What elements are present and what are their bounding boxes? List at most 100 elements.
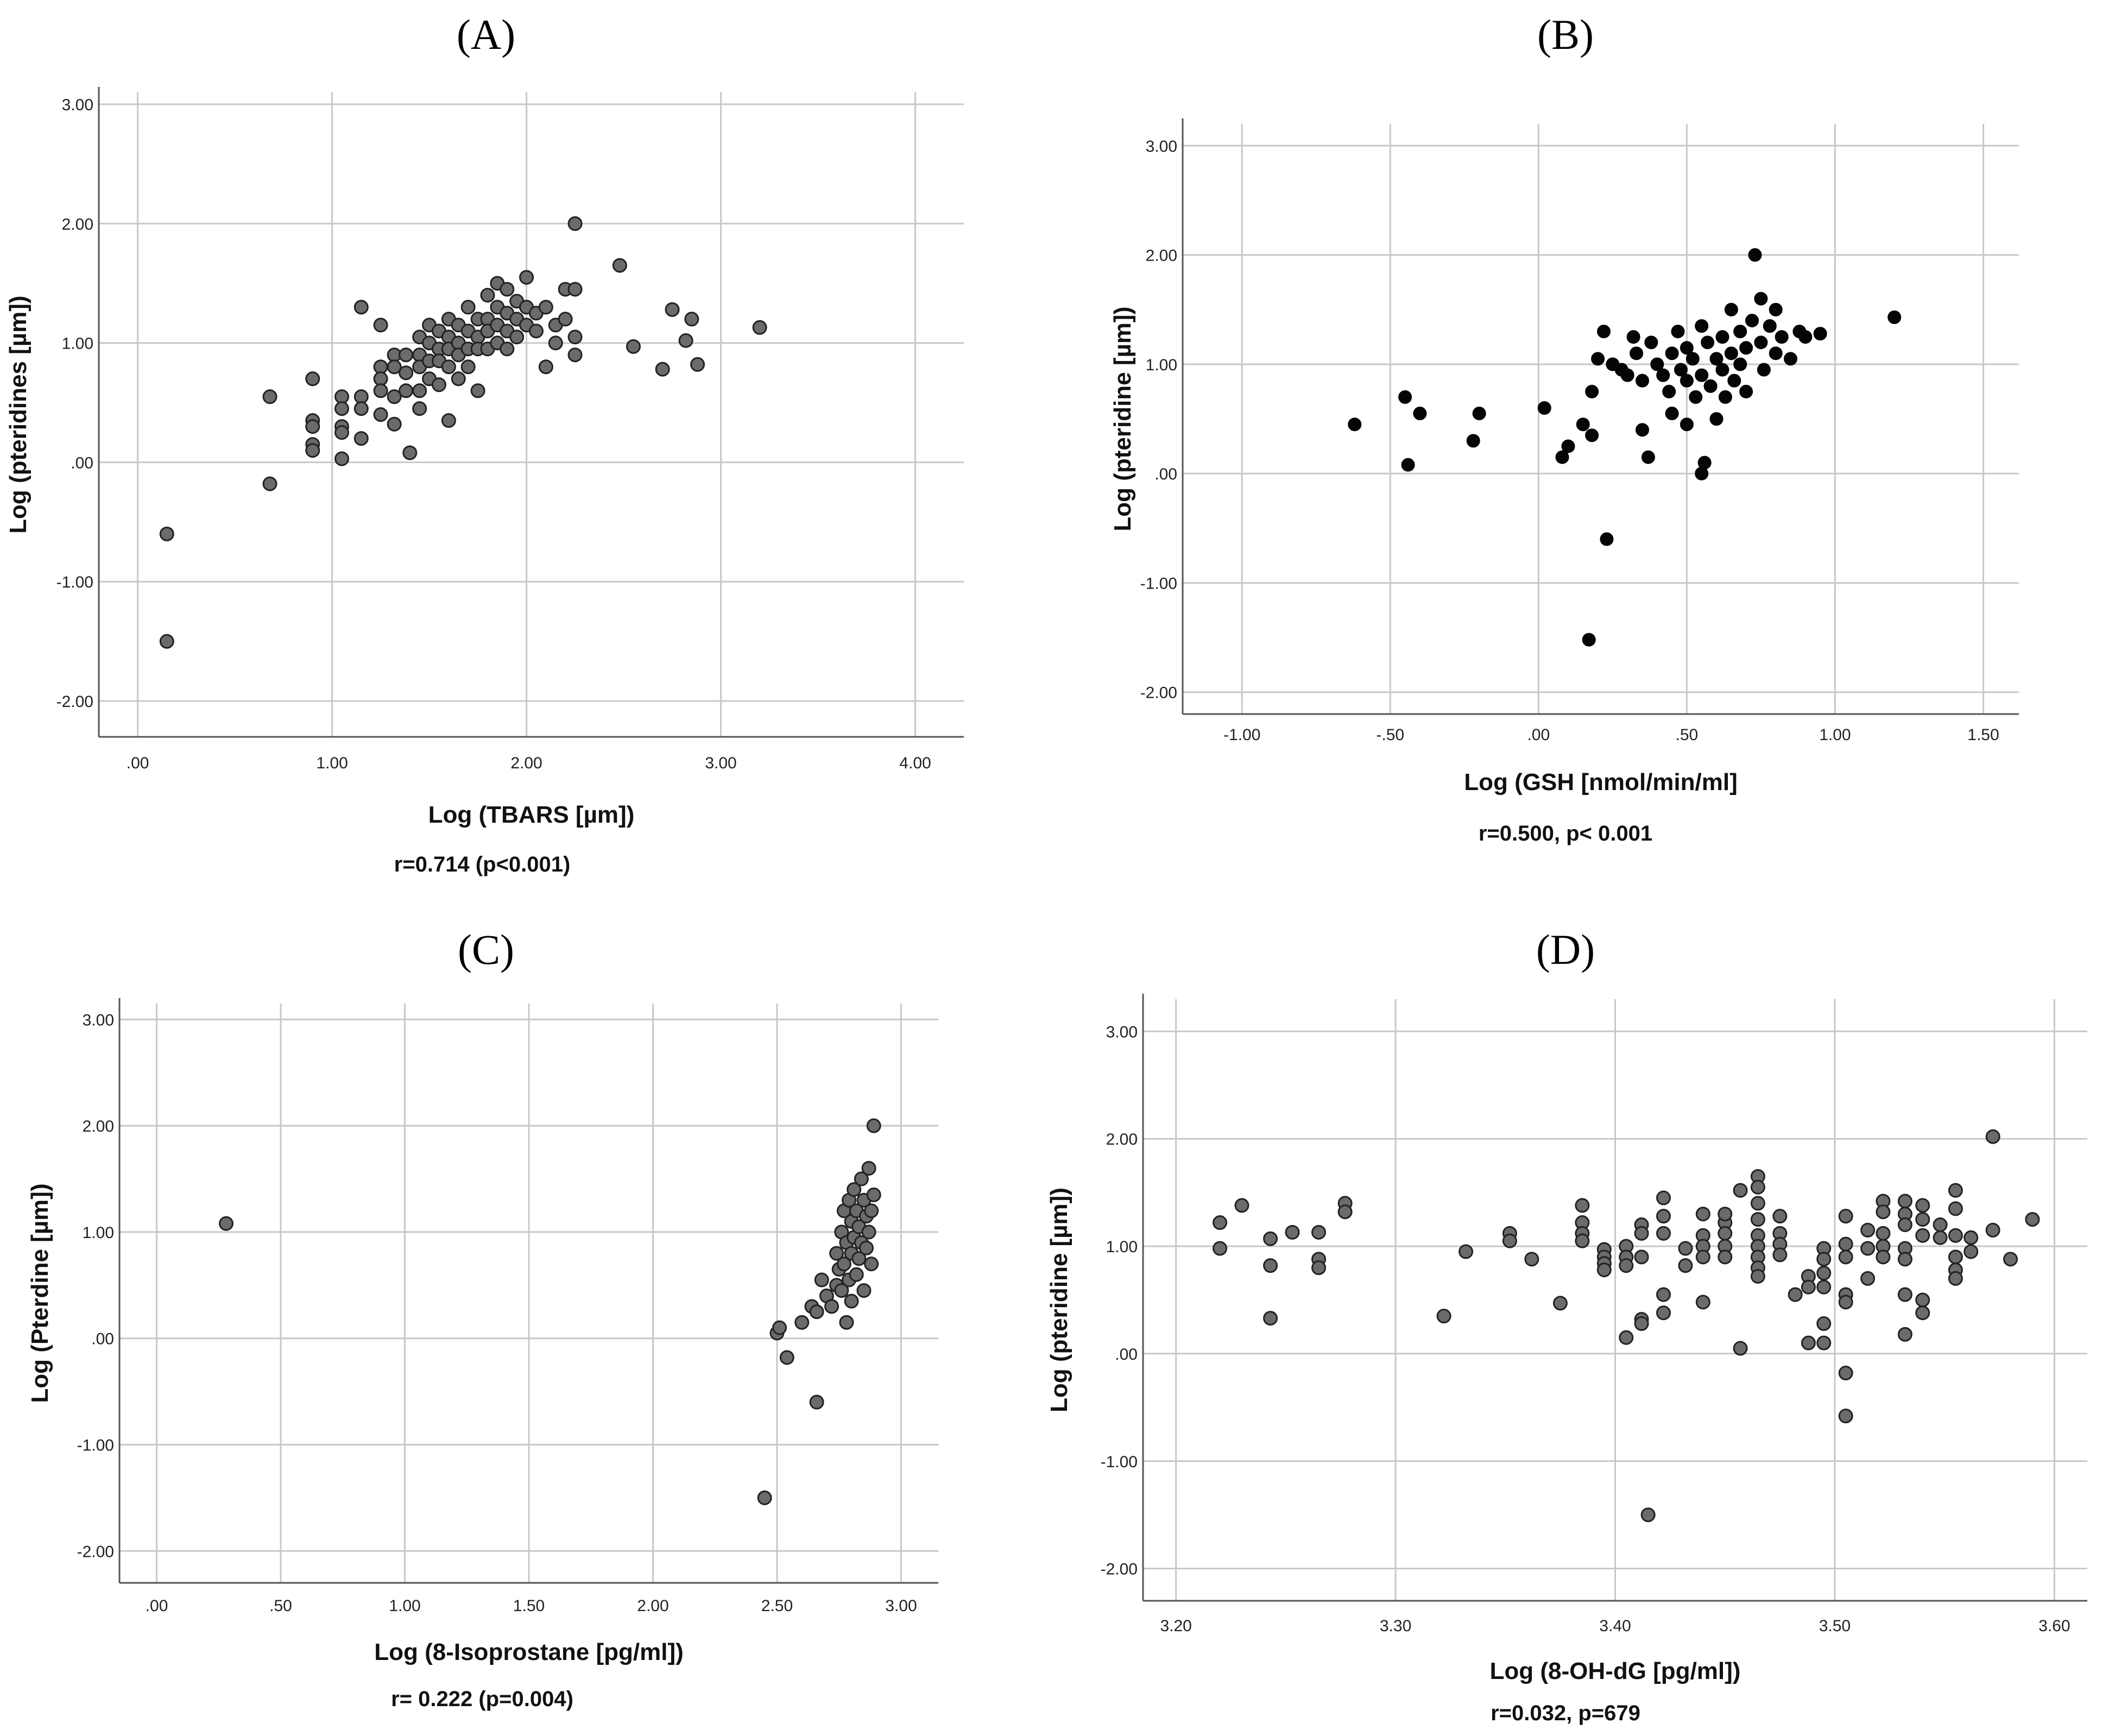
data-point [262, 476, 277, 491]
data-point [757, 1490, 772, 1505]
panel-c: (C) -2.00 -1.00 .00 1.00 2.00 3.00 .00 .50 1.00 1.… [27, 926, 938, 1711]
data-point [1561, 439, 1575, 453]
x-tick-label: 1.00 [1819, 726, 1851, 744]
data-point [1813, 326, 1827, 340]
data-point [1585, 428, 1599, 443]
correlation-stat: r= 0.222 (p=0.004) [391, 1687, 573, 1711]
data-point [1709, 352, 1724, 366]
data-point [655, 362, 670, 377]
data-point [354, 300, 369, 315]
data-point [1784, 352, 1798, 366]
y-tick-label: -2.00 [1101, 1561, 1138, 1579]
data-point [1311, 1260, 1327, 1276]
correlation-stat: r=0.714 (p<0.001) [394, 853, 571, 876]
data-point [1897, 1252, 1912, 1267]
data-point [470, 383, 485, 399]
data-point [1897, 1217, 1912, 1232]
data-point [1656, 1305, 1671, 1321]
data-point [387, 416, 402, 432]
data-point [399, 383, 414, 399]
x-tick-label: .00 [146, 1597, 168, 1615]
data-point [866, 1187, 881, 1202]
data-point [1838, 1249, 1853, 1265]
x-tick-label: .50 [269, 1597, 292, 1615]
data-point [1718, 390, 1732, 404]
panel-b: (B) -2.00 -1.00 .00 1.00 2.00 3.00 -1.00 -.50 .00… [1109, 11, 2019, 845]
data-point [794, 1315, 810, 1330]
data-point [373, 359, 388, 375]
data-point [1678, 1241, 1693, 1256]
data-point [1591, 352, 1605, 366]
x-tick-label: 3.00 [705, 754, 736, 772]
data-point [1619, 1258, 1634, 1273]
data-point [334, 451, 349, 466]
data-point [1788, 1287, 1803, 1302]
y-axis-label: Log (pteridine [µm]) [1046, 1188, 1072, 1412]
data-point [1576, 418, 1590, 432]
data-point [1897, 1194, 1912, 1209]
data-point [1665, 406, 1679, 420]
data-point [1701, 336, 1715, 350]
data-point [1644, 336, 1658, 350]
data-point [1600, 532, 1614, 546]
y-tick-label: 1.00 [62, 335, 93, 353]
data-point [354, 401, 369, 416]
y-tick-label: 3.00 [1146, 137, 1177, 155]
y-tick-label: 2.00 [1106, 1131, 1138, 1148]
data-point [1897, 1327, 1912, 1342]
data-point [1656, 1190, 1671, 1205]
data-point [1948, 1183, 1963, 1198]
x-axis-label: Log (8-Isoprostane [pg/ml]) [374, 1639, 684, 1665]
y-tick-label: 2.00 [62, 216, 93, 233]
data-point [1596, 324, 1611, 338]
data-point [1552, 1296, 1568, 1311]
x-tick-label: 3.50 [1819, 1617, 1851, 1635]
y-axis-label: Log (pteridines [µm]) [5, 295, 31, 533]
x-axis-label: Log (GSH [nmol/min/ml] [1464, 769, 1738, 796]
data-point [354, 389, 369, 405]
data-point [567, 348, 583, 363]
data-point [779, 1350, 794, 1365]
data-point [864, 1203, 879, 1219]
data-point [839, 1315, 854, 1330]
data-point [1524, 1252, 1539, 1267]
panel-label: (C) [458, 926, 514, 973]
data-point [1915, 1198, 1930, 1213]
data-point [1733, 324, 1747, 338]
y-tick-label: .00 [71, 454, 93, 472]
data-point [1585, 384, 1599, 399]
x-tick-label: 3.40 [1599, 1617, 1631, 1635]
x-tick-label: 3.30 [1380, 1617, 1411, 1635]
data-point [399, 348, 414, 363]
y-tick-label: 1.00 [83, 1224, 114, 1242]
data-point [864, 1257, 879, 1272]
data-point [519, 270, 534, 285]
data-point [538, 359, 553, 375]
y-tick-label: 2.00 [83, 1118, 114, 1135]
data-point [1348, 418, 1362, 432]
data-point [567, 282, 583, 297]
data-point [1948, 1249, 1963, 1265]
data-point [1888, 310, 1902, 324]
data-point [334, 401, 349, 416]
x-tick-label: 1.50 [1967, 726, 1999, 744]
data-point [500, 282, 515, 297]
data-point [1838, 1295, 1853, 1310]
data-point [1635, 374, 1649, 388]
data-point [1724, 302, 1738, 317]
data-point [1754, 292, 1768, 306]
data-point [567, 216, 583, 231]
data-point [1466, 434, 1480, 448]
y-axis-label: Log (Pterdine [µm]) [27, 1183, 53, 1403]
data-point [1436, 1309, 1451, 1324]
data-point [1801, 1335, 1816, 1350]
y-tick-label: 1.00 [1146, 356, 1177, 374]
data-point [334, 425, 349, 440]
data-point [1689, 390, 1703, 404]
data-point [1876, 1249, 1891, 1265]
data-point [1634, 1249, 1649, 1265]
x-tick-label: 1.00 [316, 754, 348, 772]
data-point [1635, 423, 1649, 437]
data-point [772, 1320, 787, 1335]
y-tick-label: .00 [1115, 1346, 1138, 1363]
